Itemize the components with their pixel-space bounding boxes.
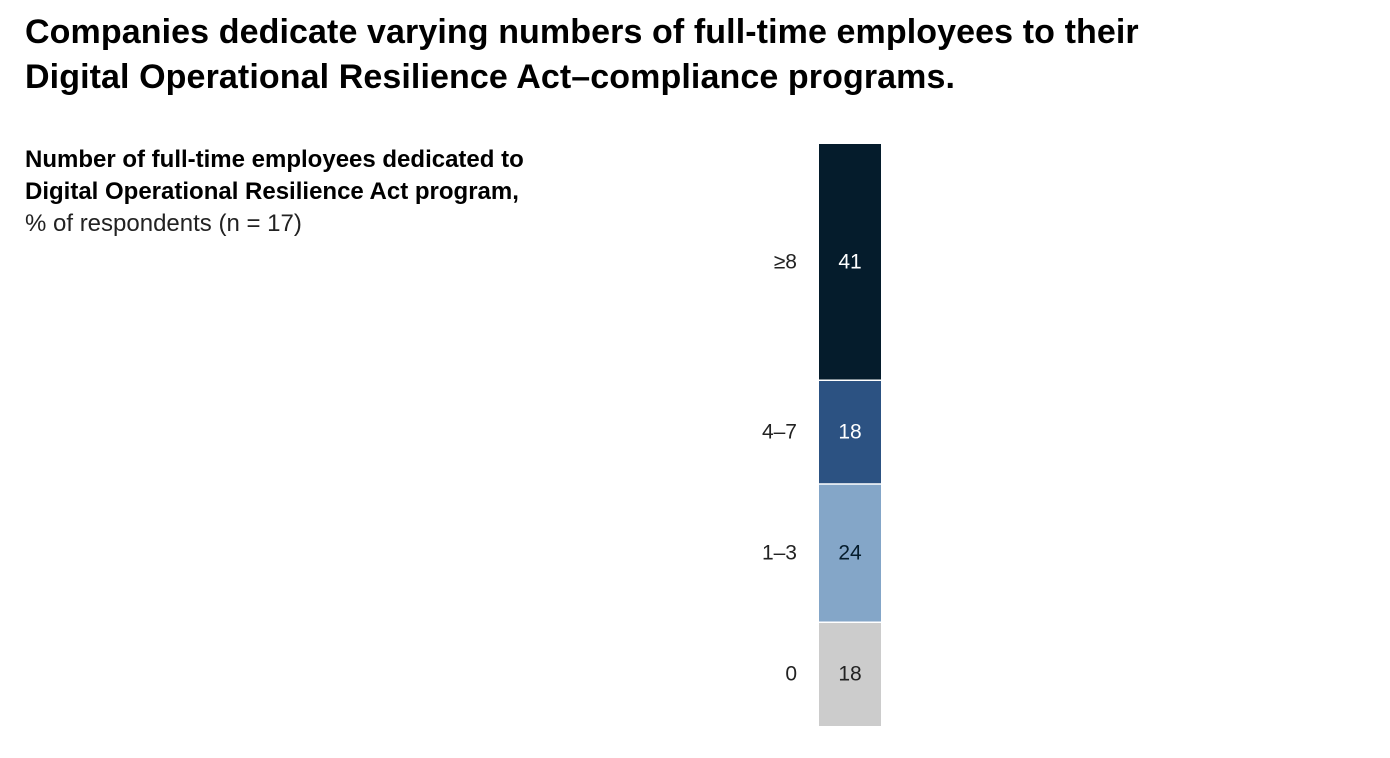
data-label: 18 (838, 663, 861, 686)
chart-title: Companies dedicate varying numbers of fu… (25, 10, 1275, 100)
bar-segment (819, 622, 881, 726)
category-label: ≥8 (774, 251, 797, 274)
category-label: 1–3 (762, 542, 797, 565)
data-label: 41 (838, 251, 861, 274)
data-label: 18 (838, 421, 861, 444)
subtitle-line-1: Number of full-time employees dedicated … (25, 146, 524, 173)
bar-segment (819, 483, 881, 623)
bar-segment (819, 380, 881, 484)
chart-title-line-2: Digital Operational Resilience Act–compl… (25, 58, 956, 96)
category-label: 0 (785, 663, 797, 686)
subtitle-unit: % of respondents (n = 17) (25, 210, 302, 237)
bar-segment (819, 144, 881, 381)
subtitle-line-2: Digital Operational Resilience Act progr… (25, 178, 519, 205)
category-label: 4–7 (762, 421, 797, 444)
chart-title-line-1: Companies dedicate varying numbers of fu… (25, 13, 1139, 51)
chart-subtitle: Number of full-time employees dedicated … (25, 144, 665, 240)
data-label: 24 (838, 542, 862, 565)
